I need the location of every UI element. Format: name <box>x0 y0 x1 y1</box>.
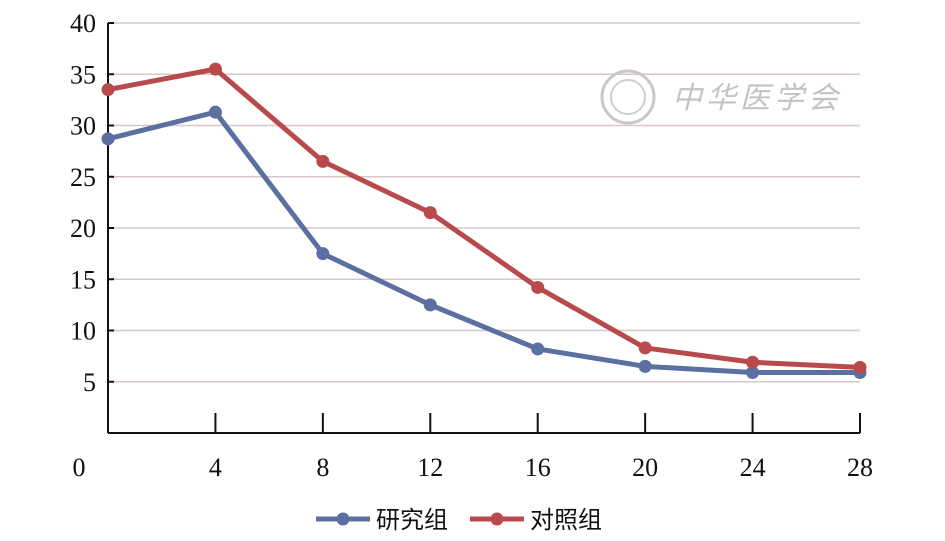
x-tick-label: 16 <box>525 453 551 482</box>
legend: 研究组 对照组 <box>316 506 602 534</box>
y-tick-label: 35 <box>70 60 96 89</box>
watermark: 中华医学会 <box>600 69 842 125</box>
data-point <box>853 360 867 374</box>
series-group <box>101 62 867 380</box>
y-tick-label: 15 <box>70 265 96 294</box>
data-point <box>316 247 330 261</box>
y-tick-label: 30 <box>70 112 96 141</box>
legend-label: 研究组 <box>376 506 448 534</box>
data-point <box>208 62 222 76</box>
watermark-seal-icon <box>600 69 656 125</box>
data-point <box>423 206 437 220</box>
axes <box>107 22 861 434</box>
x-tick-label: 28 <box>847 453 873 482</box>
y-tick-label: 10 <box>70 317 96 346</box>
data-point <box>101 83 115 97</box>
y-tick-label: 40 <box>70 9 96 38</box>
gridlines <box>108 22 860 383</box>
data-point <box>746 366 760 380</box>
series-line <box>105 109 863 376</box>
y-tick-label: 5 <box>83 368 96 397</box>
x-tick-label: 4 <box>209 453 222 482</box>
data-point <box>101 132 115 146</box>
data-point <box>316 154 330 168</box>
data-point <box>746 355 760 369</box>
y-tick-label: 20 <box>70 214 96 243</box>
legend-marker <box>336 512 350 526</box>
x-tick-label: 24 <box>740 453 766 482</box>
watermark-text: 中华医学会 <box>672 81 842 116</box>
watermark-seal-inner <box>610 79 646 115</box>
data-point <box>638 359 652 373</box>
y-tick-label: 25 <box>70 163 96 192</box>
x-tick-labels: 0 4 8 12 16 20 24 28 <box>73 453 874 482</box>
x-tick-label: 20 <box>632 453 658 482</box>
data-point <box>208 105 222 119</box>
series-line <box>105 66 863 370</box>
legend-label: 对照组 <box>530 506 602 534</box>
y-tick-labels: 5 10 15 20 25 30 35 40 <box>70 9 96 397</box>
x-tick-label: 0 <box>73 453 86 482</box>
legend-marker <box>490 512 504 526</box>
x-tick-label: 8 <box>316 453 329 482</box>
x-tick-label: 12 <box>417 453 443 482</box>
data-point <box>423 298 437 312</box>
data-point <box>531 280 545 294</box>
data-point <box>638 341 652 355</box>
data-point <box>531 342 545 356</box>
